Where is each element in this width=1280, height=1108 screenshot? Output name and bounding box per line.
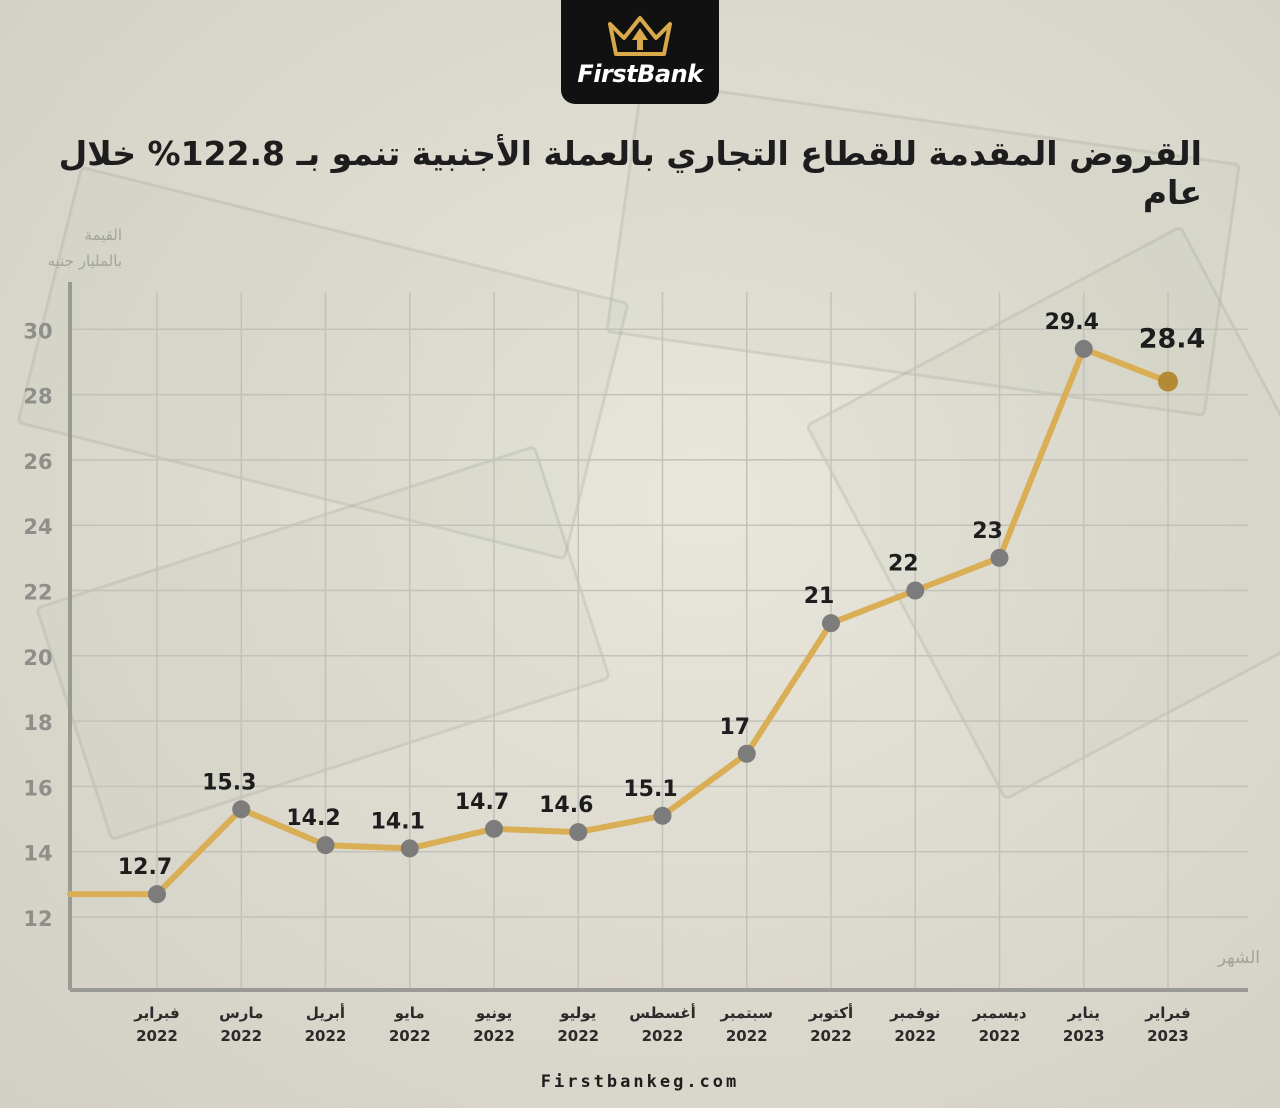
y-axis-label: القيمة بالمليار جنيه <box>22 222 122 274</box>
x-tick-year: 2022 <box>894 1027 936 1045</box>
x-tick-year: 2022 <box>473 1027 515 1045</box>
data-point <box>316 836 335 855</box>
x-tick-year: 2022 <box>305 1027 347 1045</box>
data-point <box>653 806 672 825</box>
y-tick-label: 18 <box>23 711 52 735</box>
y-tick-label: 24 <box>23 515 52 539</box>
x-axis-label: الشهر <box>1217 948 1260 968</box>
data-label: 29.4 <box>1045 310 1099 335</box>
x-tick-month: يوليو <box>559 1004 596 1022</box>
x-tick-year: 2022 <box>136 1027 178 1045</box>
x-tick-month: يناير <box>1067 1004 1100 1022</box>
data-point <box>232 800 251 819</box>
y-axis-label-line1: القيمة <box>84 226 122 244</box>
data-point <box>822 614 840 633</box>
data-point <box>737 744 756 763</box>
data-label: 14.6 <box>539 793 593 818</box>
y-tick-label: 28 <box>23 385 52 409</box>
data-label: 15.3 <box>202 770 256 795</box>
data-label: 14.7 <box>455 790 509 815</box>
data-point <box>148 885 166 904</box>
x-tick-month: سبتمبر <box>719 1004 773 1022</box>
y-axis-label-line2: بالمليار جنيه <box>47 252 122 270</box>
crown-icon <box>608 16 672 56</box>
y-tick-label: 26 <box>23 450 52 474</box>
x-tick-year: 2022 <box>979 1027 1021 1045</box>
page-title: القروض المقدمة للقطاع التجاري بالعملة ال… <box>58 134 1202 212</box>
data-label: 28.4 <box>1139 324 1206 355</box>
data-point <box>1074 339 1093 358</box>
data-label: 12.7 <box>118 855 172 880</box>
x-tick-month: نوفمبر <box>889 1004 940 1022</box>
data-point <box>400 839 419 858</box>
x-tick-month: مايو <box>394 1004 425 1022</box>
data-label: 15.1 <box>623 777 677 802</box>
x-tick-month: يونيو <box>475 1004 512 1022</box>
y-tick-label: 12 <box>23 907 52 931</box>
data-label: 14.2 <box>286 806 340 831</box>
x-tick-month: فبراير <box>133 1004 179 1022</box>
x-tick-year: 2022 <box>220 1027 262 1045</box>
y-tick-label: 22 <box>23 581 52 605</box>
x-tick-month: أغسطس <box>629 1003 695 1022</box>
data-point <box>1158 371 1178 392</box>
data-label: 14.1 <box>371 809 425 834</box>
x-tick-month: أكتوبر <box>808 1003 853 1022</box>
website-footer: Firstbankeg.com <box>540 1072 740 1092</box>
x-tick-year: 2022 <box>389 1027 431 1045</box>
x-tick-year: 2023 <box>1063 1027 1105 1045</box>
data-label: 17 <box>719 715 750 740</box>
y-tick-label: 16 <box>23 776 52 800</box>
x-tick-year: 2023 <box>1147 1027 1189 1045</box>
data-point <box>906 581 925 600</box>
y-tick-label: 30 <box>23 319 52 343</box>
brand-name: FirstBank <box>577 60 703 88</box>
data-label: 22 <box>888 552 919 577</box>
x-tick-year: 2022 <box>642 1027 684 1045</box>
y-tick-label: 20 <box>23 646 52 670</box>
x-tick-month: ديسمبر <box>971 1004 1026 1022</box>
brand-logo: FirstBank <box>561 0 719 104</box>
x-tick-month: مارس <box>219 1004 263 1022</box>
data-point <box>485 819 503 838</box>
x-tick-month: أبريل <box>306 1003 345 1022</box>
data-label: 21 <box>804 584 835 609</box>
series-line <box>67 345 1171 898</box>
data-point <box>569 823 588 842</box>
y-tick-label: 14 <box>23 842 52 866</box>
data-point <box>990 548 1009 567</box>
data-label: 23 <box>972 519 1003 544</box>
x-tick-year: 2022 <box>557 1027 599 1045</box>
x-tick-year: 2022 <box>726 1027 768 1045</box>
x-tick-year: 2022 <box>810 1027 852 1045</box>
x-tick-month: فبراير <box>1144 1004 1190 1022</box>
